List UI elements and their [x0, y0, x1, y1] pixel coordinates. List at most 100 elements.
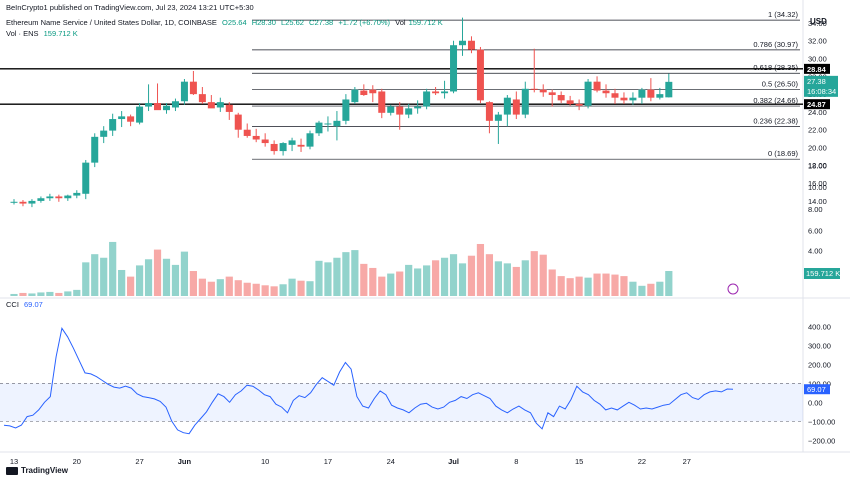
candle-body	[171, 101, 179, 108]
volume-bar	[414, 268, 422, 296]
candle-body	[360, 90, 368, 96]
volume-bar	[55, 292, 63, 296]
volume-bar	[485, 254, 494, 296]
brand-text: TradingView	[21, 466, 68, 475]
candle-body	[189, 81, 197, 95]
price-tick: 16.00	[808, 179, 827, 188]
candle-body	[387, 106, 395, 113]
vol-label: Vol	[395, 18, 406, 27]
candle-body	[243, 129, 251, 136]
candle-body	[288, 140, 296, 145]
candle-body	[252, 135, 260, 140]
candle-body	[548, 92, 556, 96]
candle-body	[423, 91, 431, 107]
volume-bar	[216, 279, 224, 296]
volume-bar	[440, 257, 449, 296]
candle-body	[127, 116, 135, 122]
cci-tick: −200.00	[808, 436, 835, 445]
cci-tick: 300.00	[808, 341, 831, 350]
volume-tick: 12.00	[808, 161, 827, 170]
candle-body	[342, 99, 350, 121]
volume-bar	[279, 284, 287, 296]
candle-body	[351, 89, 359, 103]
event-marker-icon	[727, 283, 739, 295]
time-tick: 17	[324, 457, 332, 466]
volume-bar	[109, 241, 117, 296]
volume-bar	[521, 260, 529, 296]
cci-last-label: 69.07	[807, 385, 826, 394]
candle-body	[82, 162, 90, 194]
cci-tick: −100.00	[808, 417, 835, 426]
candle-body	[503, 97, 511, 115]
time-tick: 8	[514, 457, 518, 466]
cci-tick: 0.00	[808, 398, 823, 407]
vol-value: 159.712 K	[408, 18, 443, 27]
candle-body	[450, 45, 458, 92]
level-price-box	[804, 63, 830, 74]
fib-label: 0.236 (22.38)	[753, 116, 798, 125]
volume-bar	[135, 265, 144, 296]
volume-bar	[306, 281, 314, 296]
candle-body	[602, 90, 610, 94]
volume-bar	[431, 260, 440, 296]
volume-bar	[449, 254, 458, 296]
volume-bar	[37, 292, 45, 296]
volume-bar	[153, 249, 162, 296]
candle-body	[378, 91, 386, 113]
volume-bar	[360, 263, 368, 296]
candle-body	[521, 88, 529, 115]
candle-body	[593, 81, 601, 91]
volume-bar	[467, 255, 476, 296]
volume-bar	[566, 278, 574, 296]
candle-body	[638, 89, 646, 98]
cci-label: CCI	[6, 300, 19, 309]
candle-body	[566, 100, 574, 104]
fib-label: 0.5 (26.50)	[762, 80, 799, 89]
volume-bar	[270, 286, 278, 296]
candle-body	[28, 200, 36, 204]
candle-body	[145, 103, 153, 107]
candle-body	[180, 81, 188, 102]
candle-body	[109, 119, 117, 131]
volume-bar	[369, 267, 377, 296]
volume-last-label: 159.712 K	[806, 269, 840, 278]
candle-body	[575, 103, 583, 106]
time-tick: Jun	[178, 457, 192, 466]
volume-bar	[297, 280, 305, 296]
time-tick: 27	[135, 457, 143, 466]
volume-bar	[252, 283, 260, 296]
volume-last-box	[804, 268, 840, 279]
candle-body	[270, 143, 278, 152]
candle-body	[647, 89, 655, 98]
volume-bar	[387, 273, 395, 296]
fib-label: 0.382 (24.66)	[753, 96, 798, 105]
cci-tick: 100.00	[808, 379, 831, 388]
candle-body	[198, 94, 206, 103]
volume-bar	[180, 251, 189, 296]
volume-bar	[620, 276, 628, 296]
candle-body	[333, 120, 341, 127]
tradingview-logo[interactable]: TradingView	[6, 466, 68, 475]
candle-body	[557, 95, 565, 101]
volume-bar	[28, 293, 36, 296]
level-price-box	[804, 99, 830, 110]
candle-body	[55, 196, 63, 199]
candle-body	[432, 91, 440, 94]
volume-bar	[494, 261, 502, 296]
volume-bar	[575, 276, 583, 296]
volume-bar	[611, 274, 619, 296]
fibonacci-levels: 1 (34.32) 0.786 (30.97) 0.618 (28.35) 0.5 (…	[0, 10, 803, 160]
volume-bar	[19, 292, 27, 296]
candle-body	[100, 130, 108, 137]
price-tick: 24.00	[808, 108, 827, 117]
volume-bar	[10, 293, 18, 296]
volume-bar	[189, 271, 197, 296]
candle-body	[225, 104, 233, 112]
candle-body	[467, 40, 475, 50]
candle-body	[539, 89, 547, 93]
volume-bar	[503, 263, 511, 296]
last-price-box	[804, 75, 838, 97]
candle-body	[315, 122, 323, 134]
axes: 34.0032.0030.0028.0026.0024.0022.0020.00…	[10, 19, 840, 466]
